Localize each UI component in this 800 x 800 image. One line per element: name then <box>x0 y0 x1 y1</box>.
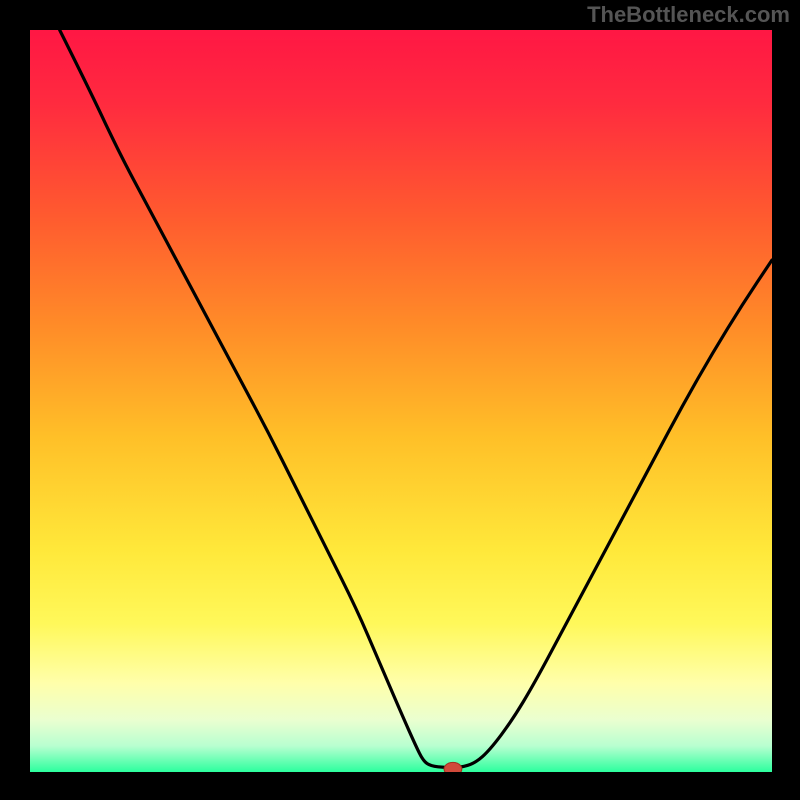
optimal-point-marker <box>444 762 462 772</box>
chart-background <box>30 30 772 772</box>
chart-container <box>30 30 772 772</box>
watermark-text: TheBottleneck.com <box>587 2 790 28</box>
bottleneck-line-chart <box>30 30 772 772</box>
